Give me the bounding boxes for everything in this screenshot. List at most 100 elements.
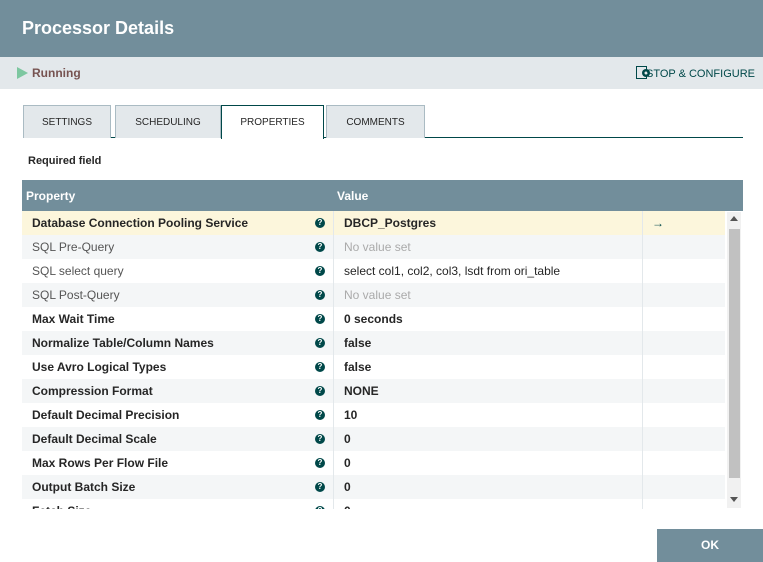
help-icon[interactable]: ?	[315, 362, 325, 372]
running-icon	[17, 67, 28, 79]
tab[interactable]: SCHEDULING	[115, 105, 221, 138]
property-name: Max Wait Time	[32, 312, 115, 326]
property-row[interactable]: Max Rows Per Flow File? 0	[22, 451, 725, 476]
property-value[interactable]: false	[344, 336, 372, 350]
separator	[642, 379, 643, 403]
property-row[interactable]: Use Avro Logical Types? false	[22, 355, 725, 380]
property-row[interactable]: Compression Format? NONE	[22, 379, 725, 404]
separator	[642, 283, 643, 307]
property-row[interactable]: Fetch Size? 0	[22, 499, 725, 509]
column-header: Value	[337, 189, 369, 203]
help-icon[interactable]: ?	[315, 218, 325, 228]
table-header: Property Value	[22, 180, 743, 211]
property-row[interactable]: Database Connection Pooling Service? DBCP…	[22, 211, 725, 236]
separator	[642, 211, 643, 235]
run-state: Running	[32, 66, 81, 80]
separator	[333, 499, 334, 509]
separator	[642, 307, 643, 331]
separator	[333, 379, 334, 403]
property-name: Default Decimal Precision	[32, 408, 180, 422]
help-icon[interactable]: ?	[315, 410, 325, 420]
configure-icon	[636, 66, 650, 79]
property-row[interactable]: SQL Post-Query? No value set	[22, 283, 725, 308]
property-value[interactable]: 10	[344, 408, 358, 422]
separator	[642, 427, 643, 451]
property-name: SQL Pre-Query	[32, 240, 115, 254]
separator	[642, 235, 643, 259]
separator	[333, 259, 334, 283]
property-name: Output Batch Size	[32, 480, 136, 494]
required-note: Required field	[28, 155, 102, 167]
stop-configure-button[interactable]: STOP & CONFIGURE	[645, 68, 755, 80]
separator	[333, 235, 334, 259]
property-value[interactable]: 0	[344, 480, 351, 494]
separator	[642, 259, 643, 283]
header	[0, 0, 763, 57]
property-value[interactable]: 0	[344, 499, 351, 509]
help-icon[interactable]: ?	[315, 338, 325, 348]
column-header: Property	[26, 189, 76, 203]
help-icon[interactable]: ?	[315, 434, 325, 444]
scroll-thumb[interactable]	[729, 229, 740, 478]
separator	[333, 427, 334, 451]
help-icon[interactable]: ?	[315, 386, 325, 396]
property-value[interactable]: DBCP_Postgres	[344, 216, 437, 230]
status-bar	[0, 57, 763, 89]
separator	[333, 475, 334, 499]
property-name: Use Avro Logical Types	[32, 360, 167, 374]
separator	[642, 355, 643, 379]
separator	[333, 451, 334, 475]
property-row[interactable]: Default Decimal Precision? 10	[22, 403, 725, 428]
property-row[interactable]: SQL select query? select col1, col2, col3…	[22, 259, 725, 284]
property-name: Normalize Table/Column Names	[32, 336, 214, 350]
separator	[333, 403, 334, 427]
property-row[interactable]: Max Wait Time? 0 seconds	[22, 307, 725, 332]
property-name: Fetch Size	[32, 499, 91, 509]
property-row[interactable]: Default Decimal Scale? 0	[22, 427, 725, 452]
property-name: Default Decimal Scale	[32, 432, 157, 446]
goto-arrow[interactable]: →	[652, 216, 664, 230]
property-name: Max Rows Per Flow File	[32, 456, 169, 470]
property-value[interactable]: NONE	[344, 384, 379, 398]
help-icon[interactable]: ?	[315, 290, 325, 300]
property-value[interactable]: select col1, col2, col3, lsdt from ori_t…	[344, 264, 561, 278]
property-value[interactable]: No value set	[344, 240, 411, 254]
tab[interactable]: COMMENTS	[326, 105, 425, 138]
property-value[interactable]: 0	[344, 432, 351, 446]
help-icon[interactable]: ?	[315, 242, 325, 252]
scroll-down[interactable]	[730, 497, 738, 503]
property-name: SQL select query	[32, 264, 124, 278]
property-value[interactable]: 0 seconds	[344, 312, 403, 326]
separator	[333, 211, 334, 235]
separator	[642, 451, 643, 475]
property-name: SQL Post-Query	[32, 288, 120, 302]
separator	[642, 475, 643, 499]
tab[interactable]: SETTINGS	[23, 105, 111, 138]
ok-button[interactable]: OK	[657, 529, 763, 562]
help-icon[interactable]: ?	[315, 482, 325, 492]
property-value[interactable]: 0	[344, 456, 351, 470]
help-icon[interactable]: ?	[315, 266, 325, 276]
property-value[interactable]: No value set	[344, 288, 411, 302]
property-name: Compression Format	[32, 384, 153, 398]
help-icon[interactable]: ?	[315, 506, 325, 509]
tab[interactable]: PROPERTIES	[221, 105, 324, 139]
separator	[333, 283, 334, 307]
separator	[333, 307, 334, 331]
separator	[642, 499, 643, 509]
property-name: Database Connection Pooling Service	[32, 216, 249, 230]
property-row[interactable]: SQL Pre-Query? No value set	[22, 235, 725, 260]
dialog-title: Processor Details	[22, 18, 175, 38]
table-body: Database Connection Pooling Service? DBCP…	[22, 211, 743, 509]
property-row[interactable]: Output Batch Size? 0	[22, 475, 725, 500]
separator	[642, 403, 643, 427]
help-icon[interactable]: ?	[315, 314, 325, 324]
help-icon[interactable]: ?	[315, 458, 325, 468]
property-row[interactable]: Normalize Table/Column Names? false	[22, 331, 725, 356]
separator	[333, 355, 334, 379]
separator	[642, 331, 643, 355]
separator	[333, 331, 334, 355]
property-value[interactable]: false	[344, 360, 372, 374]
scroll-up[interactable]	[730, 216, 738, 222]
